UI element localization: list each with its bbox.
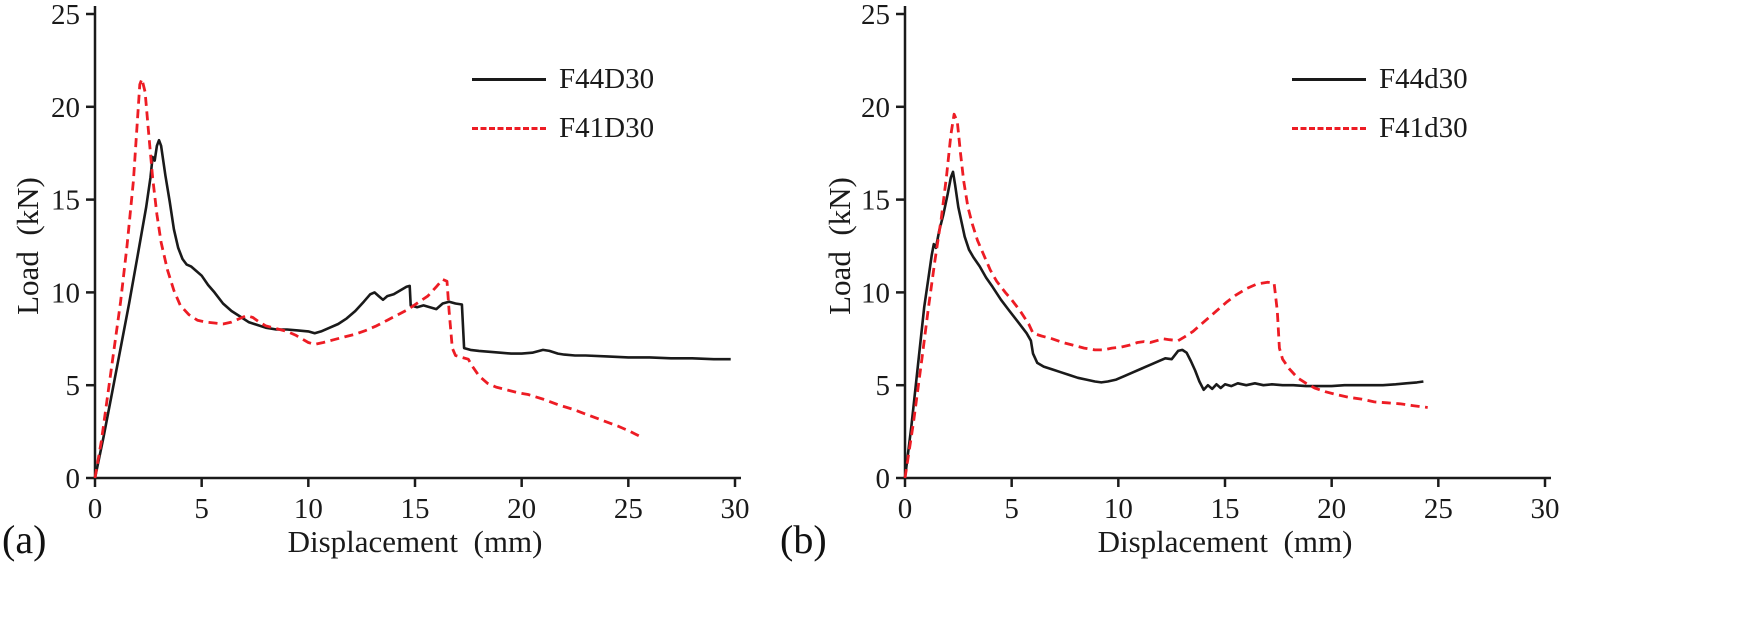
legend-item: F44d30 xyxy=(1292,62,1468,96)
x-tick-label: 15 xyxy=(1211,493,1240,525)
series-line-F41D30 xyxy=(93,77,644,479)
legend-line-sample-dashed xyxy=(472,126,546,130)
legend-label: F44D30 xyxy=(559,62,655,95)
x-axis-label-a: Displacement (mm) xyxy=(287,524,543,559)
x-tick-label: 5 xyxy=(194,493,209,525)
legend-line-sample-solid xyxy=(1292,77,1366,81)
y-tick-label: 0 xyxy=(66,463,81,495)
x-tick-label: 5 xyxy=(1004,493,1019,525)
legend-a: F44D30 F41D30 xyxy=(472,62,654,145)
y-tick-label: 15 xyxy=(51,185,80,217)
legend-label: F41D30 xyxy=(559,111,655,144)
x-tick-label: 0 xyxy=(898,493,913,525)
legend-item: F44D30 xyxy=(472,62,654,96)
legend-label: F44d30 xyxy=(1379,62,1468,95)
x-tick-label: 20 xyxy=(507,493,536,525)
x-tick-label: 25 xyxy=(1424,493,1453,525)
y-tick-label: 0 xyxy=(876,463,891,495)
series-line-F44D30 xyxy=(93,138,731,479)
legend-b: F44d30 F41d30 xyxy=(1292,62,1468,145)
x-tick-label: 10 xyxy=(1104,493,1133,525)
x-tick-label: 10 xyxy=(294,493,323,525)
y-tick-label: 10 xyxy=(51,277,80,309)
panel-label-a: (a) xyxy=(2,517,47,562)
legend-line-sample-dashed xyxy=(1292,126,1366,130)
series-line-F41d30 xyxy=(903,112,1428,479)
x-tick-label: 20 xyxy=(1317,493,1346,525)
y-tick-label: 5 xyxy=(876,370,891,402)
y-axis-label-a: Load (kN) xyxy=(10,177,45,315)
y-tick-label: 25 xyxy=(861,0,890,31)
x-tick-label: 30 xyxy=(721,493,750,525)
x-tick-label: 30 xyxy=(1531,493,1560,525)
x-axis-label-b: Displacement (mm) xyxy=(1097,524,1353,559)
legend-line-sample-solid xyxy=(472,77,546,81)
y-tick-label: 20 xyxy=(51,92,80,124)
y-axis-label-b: Load (kN) xyxy=(822,177,857,315)
panel-label-b: (b) xyxy=(780,517,827,562)
y-tick-label: 5 xyxy=(66,370,81,402)
legend-item: F41D30 xyxy=(472,111,654,145)
y-tick-label: 25 xyxy=(51,0,80,31)
x-tick-label: 25 xyxy=(614,493,643,525)
x-tick-label: 15 xyxy=(401,493,430,525)
legend-label: F41d30 xyxy=(1379,111,1468,144)
legend-item: F41d30 xyxy=(1292,111,1468,145)
x-tick-label: 0 xyxy=(88,493,103,525)
y-tick-label: 20 xyxy=(861,92,890,124)
series-line-F44d30 xyxy=(903,170,1424,479)
y-tick-label: 10 xyxy=(861,277,890,309)
y-tick-label: 15 xyxy=(861,185,890,217)
